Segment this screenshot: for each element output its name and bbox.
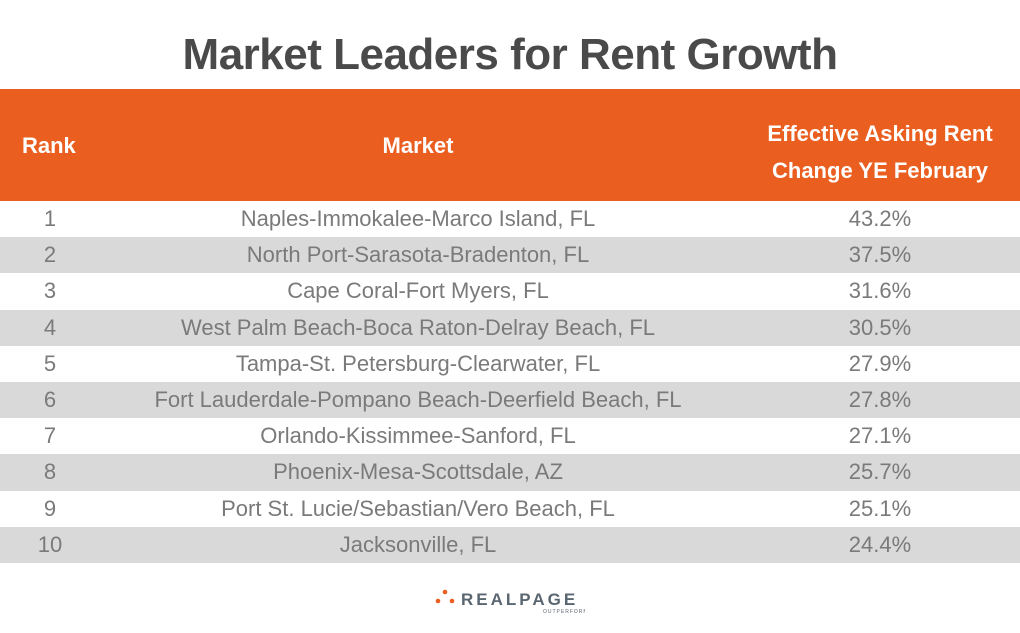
change-cell: 24.4% [848, 531, 912, 557]
rank-cell: 1 [43, 206, 57, 231]
header-change-line1: Effective Asking Rent [767, 121, 993, 146]
table-header: Rank Market Effective Asking Rent Change… [0, 89, 1020, 201]
market-cell: Phoenix-Mesa-Scottsdale, AZ [273, 459, 563, 485]
market-cell: Naples-Immokalee-Marco Island, FL [240, 206, 596, 231]
table-row: 10 Jacksonville, FL 24.4% [0, 526, 1020, 563]
market-cell: Jacksonville, FL [339, 531, 497, 557]
table-row: 8 Phoenix-Mesa-Scottsdale, AZ 25.7% [0, 454, 1020, 491]
market-cell: North Port-Sarasota-Bradenton, FL [246, 242, 590, 268]
rank-cell: 6 [43, 386, 57, 412]
change-cell: 25.1% [848, 495, 912, 521]
table-body: 1 Naples-Immokalee-Marco Island, FL 43.2% 2… [0, 201, 1020, 563]
rank-cell: 2 [43, 242, 57, 268]
header-change: Effective Asking Rent Change YE February [740, 115, 1020, 189]
table-row: 7 Orlando-Kissimmee-Sanford, FL 27.1% [0, 418, 1020, 454]
change-cell: 43.2% [848, 206, 912, 231]
market-cell: Orlando-Kissimmee-Sanford, FL [260, 423, 576, 449]
market-cell: Fort Lauderdale-Pompano Beach-Deerfield … [154, 386, 682, 412]
svg-text:REALPAGE: REALPAGE [461, 590, 578, 609]
market-cell: West Palm Beach-Boca Raton-Delray Beach,… [180, 314, 656, 340]
header-change-line2: Change YE February [772, 158, 988, 183]
change-cell: 27.8% [848, 386, 912, 412]
logo-dot [435, 598, 441, 604]
change-cell: 27.9% [848, 350, 912, 376]
rank-cell: 10 [37, 531, 63, 557]
change-cell: 27.1% [848, 423, 912, 449]
table-row: 4 West Palm Beach-Boca Raton-Delray Beach… [0, 309, 1020, 346]
rank-cell: 5 [43, 350, 57, 376]
table-row: 1 Naples-Immokalee-Marco Island, FL 43.2% [0, 201, 1020, 237]
rank-cell: 8 [43, 459, 57, 485]
rank-cell: 9 [43, 495, 57, 521]
logo-dot [442, 589, 448, 595]
header-rank: Rank [22, 133, 76, 158]
change-cell: 37.5% [848, 242, 912, 268]
table-row: 5 Tampa-St. Petersburg-Clearwater, FL 27.9… [0, 346, 1020, 382]
svg-text:OUTPERFORM: OUTPERFORM [543, 609, 585, 614]
market-cell: Tampa-St. Petersburg-Clearwater, FL [235, 350, 601, 376]
realpage-logo: REALPAGE OUTPERFORM [0, 588, 1020, 619]
market-cell: Cape Coral-Fort Myers, FL [287, 278, 549, 304]
rank-cell: 7 [43, 423, 57, 449]
change-cell: 30.5% [848, 314, 912, 340]
change-cell: 31.6% [848, 278, 912, 304]
table-row: 2 North Port-Sarasota-Bradenton, FL 37.5% [0, 237, 1020, 274]
table-row: 6 Fort Lauderdale-Pompano Beach-Deerfield… [0, 381, 1020, 419]
rank-cell: 4 [43, 314, 57, 340]
logo-dot [449, 598, 455, 604]
change-cell: 25.7% [848, 459, 912, 485]
rank-cell: 3 [43, 278, 57, 304]
table-row: 3 Cape Coral-Fort Myers, FL 31.6% [0, 273, 1020, 309]
table-row: 9 Port St. Lucie/Sebastian/Vero Beach, FL… [0, 491, 1020, 527]
header-market: Market [382, 133, 454, 158]
page-title: Market Leaders for Rent Growth [182, 30, 838, 79]
market-cell: Port St. Lucie/Sebastian/Vero Beach, FL [221, 495, 615, 521]
